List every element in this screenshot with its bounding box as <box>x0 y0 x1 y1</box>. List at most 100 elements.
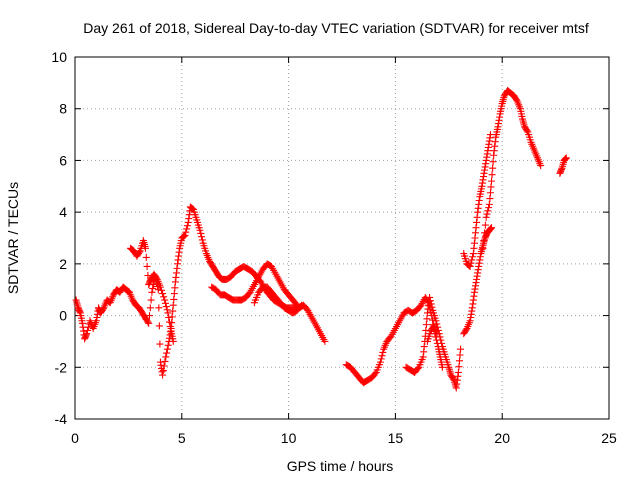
x-tick-label: 0 <box>71 430 79 446</box>
data-point <box>162 299 170 307</box>
axis-ticks <box>74 56 610 420</box>
series-arc-d <box>250 283 305 317</box>
data-point <box>489 164 497 172</box>
x-tick-label: 25 <box>601 430 617 446</box>
data-point <box>156 340 164 348</box>
data-point <box>198 233 206 241</box>
data-point <box>99 305 107 313</box>
data-point <box>432 317 440 325</box>
data-point <box>143 262 151 270</box>
data-point <box>189 205 197 213</box>
data-point <box>371 370 379 378</box>
data-point <box>488 177 496 185</box>
data-point <box>161 357 169 365</box>
data-point <box>166 318 174 326</box>
y-tick-label: -2 <box>55 359 68 375</box>
data-point <box>537 162 545 170</box>
data-point <box>481 229 489 237</box>
series-arc-f <box>402 293 465 392</box>
series-arc-j <box>479 87 545 252</box>
data-point <box>152 274 160 282</box>
data-point <box>183 225 191 233</box>
data-point <box>378 352 386 360</box>
data-point <box>512 96 520 104</box>
data-point <box>163 345 171 353</box>
data-point <box>159 367 167 375</box>
data-point <box>164 309 172 317</box>
data-point <box>292 300 300 308</box>
data-point <box>163 349 171 357</box>
data-point <box>449 375 457 383</box>
x-tick-label: 15 <box>388 430 404 446</box>
data-point <box>426 297 434 305</box>
data-point <box>145 319 153 327</box>
y-tick-label: 4 <box>59 204 67 220</box>
data-point <box>156 283 164 291</box>
data-point <box>182 228 190 236</box>
plot-frame <box>74 56 610 420</box>
data-point <box>377 355 385 363</box>
data-point <box>457 345 465 353</box>
data-point <box>427 300 435 308</box>
y-tick-label: -4 <box>55 411 68 427</box>
data-point <box>468 256 476 264</box>
data-point <box>160 362 168 370</box>
data-point <box>155 304 163 312</box>
data-point <box>145 312 153 320</box>
x-axis-label: GPS time / hours <box>287 458 394 474</box>
data-point <box>162 303 170 311</box>
data-point <box>433 330 441 338</box>
data-point <box>376 358 384 366</box>
data-point <box>523 127 531 135</box>
data-point <box>142 253 150 261</box>
data-point <box>489 158 497 166</box>
data-point <box>159 371 167 379</box>
data-point <box>469 253 477 261</box>
data-point <box>141 244 149 252</box>
data-point <box>159 290 167 298</box>
data-point <box>379 348 387 356</box>
data-point <box>297 301 305 309</box>
grid <box>75 57 609 419</box>
data-point <box>488 171 496 179</box>
data-point <box>169 337 177 345</box>
data-point <box>467 259 475 267</box>
data-point <box>84 326 92 334</box>
data-point <box>135 248 143 256</box>
data-point <box>180 232 188 240</box>
x-tick-label: 20 <box>494 430 510 446</box>
data-point <box>166 323 174 331</box>
data-point <box>488 224 496 232</box>
x-tick-label: 5 <box>178 430 186 446</box>
data-point <box>426 293 434 301</box>
data-point <box>438 339 446 347</box>
data-point <box>481 221 489 229</box>
data-point <box>181 231 189 239</box>
data-point <box>146 304 154 312</box>
data-point <box>485 204 493 212</box>
y-axis-label: SDTVAR / TECUs <box>5 182 21 294</box>
data-point <box>163 306 171 314</box>
series-arc-h <box>460 224 496 338</box>
data-point <box>158 286 166 294</box>
chart-title: Day 261 of 2018, Sidereal Day-to-day VTE… <box>83 20 589 36</box>
series-arc-c <box>208 260 301 309</box>
data-point <box>562 154 570 162</box>
data-points <box>72 87 570 392</box>
data-point <box>83 330 91 338</box>
data-point <box>183 222 191 230</box>
data-point <box>483 210 491 218</box>
data-point <box>198 236 206 244</box>
x-tick-label: 10 <box>281 430 297 446</box>
series-arc-k <box>556 154 570 177</box>
data-point <box>164 341 172 349</box>
data-point <box>482 213 490 221</box>
data-point <box>321 337 329 345</box>
data-point <box>437 336 445 344</box>
data-point <box>428 303 436 311</box>
y-tick-labels: -4 -2 0 2 4 6 8 10 <box>51 49 67 427</box>
series-arc-g <box>423 322 441 345</box>
data-point <box>160 293 168 301</box>
data-point <box>155 322 163 330</box>
